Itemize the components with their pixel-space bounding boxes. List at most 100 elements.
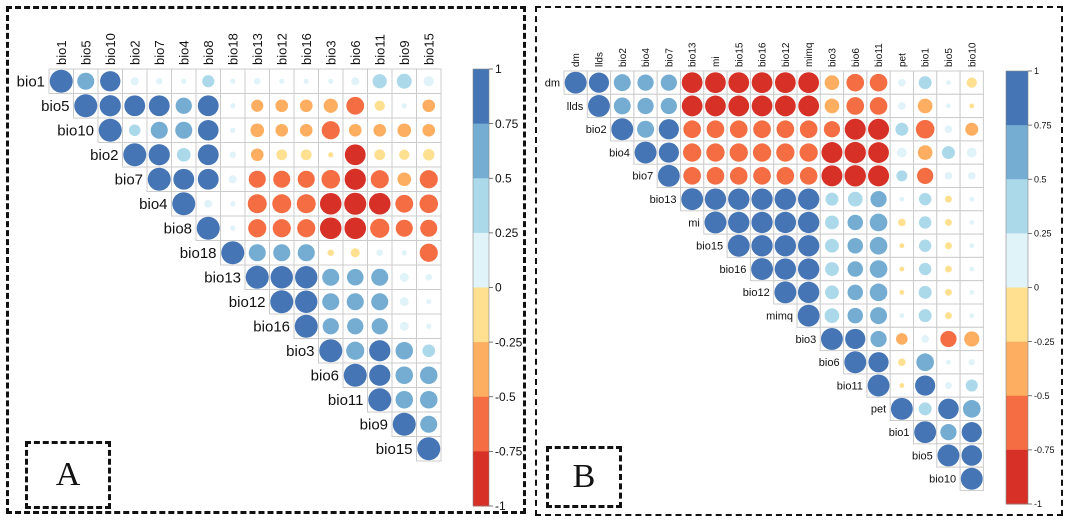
correlation-circle-bio13-bio15	[425, 273, 433, 281]
correlation-circle-bio15-mimq	[797, 235, 820, 257]
correlation-circle-bio5-bio3	[323, 98, 338, 113]
correlation-circle-bio1-bio11	[372, 74, 387, 89]
correlation-circle-bio15-bio15	[417, 437, 441, 461]
row-label: bio11	[837, 380, 863, 392]
legend-color-band	[473, 342, 489, 398]
correlation-circle-bio3-bio1	[921, 335, 929, 343]
correlation-circle-bio15-bio12	[774, 235, 797, 257]
correlation-circle-mi-bio15	[728, 211, 750, 234]
correlation-circle-bio1-bio1	[914, 421, 937, 444]
correlation-circle-bio5-bio12	[275, 99, 289, 113]
correlation-circle-bio16-bio11	[371, 318, 388, 335]
correlation-circle-bio2-bio13	[683, 120, 701, 139]
column-label: pet	[897, 53, 908, 67]
correlation-circle-bio13-bio3	[322, 268, 340, 286]
correlation-circle-bio2-bio5	[944, 125, 953, 134]
correlation-circle-bio6-bio9	[395, 366, 414, 385]
legend-color-band	[473, 178, 489, 234]
correlation-circle-bio5-bio5	[937, 444, 960, 467]
row-label: bio12	[229, 294, 266, 311]
correlation-circle-bio16-bio5	[944, 265, 952, 273]
correlation-circle-bio13-pet	[899, 196, 905, 202]
correlation-circle-bio5-bio2	[124, 95, 146, 117]
row-label: bio15	[376, 441, 413, 458]
correlation-circle-bio4-mi	[706, 143, 725, 162]
correlation-circle-bio2-bio1	[915, 119, 935, 139]
column-label: bio1	[921, 48, 932, 67]
legend-color-band	[473, 396, 489, 452]
correlation-circle-bio18-bio6	[350, 248, 360, 258]
row-label: bio4	[609, 147, 630, 159]
legend-color-band	[1006, 233, 1028, 288]
correlation-circle-bio12-pet	[899, 289, 905, 295]
correlation-circle-bio10-bio2	[128, 124, 141, 137]
correlation-circle-bio4-bio4	[634, 141, 657, 164]
correlation-circle-bio1-bio8	[202, 75, 215, 88]
correlation-circle-bio3-bio5	[940, 330, 957, 348]
correlation-circle-bio8-bio3	[319, 217, 342, 240]
row-label: bio16	[253, 319, 290, 336]
correlation-circle-bio7-bio18	[228, 175, 237, 184]
correlation-circle-bio3-bio11	[369, 340, 391, 362]
correlation-circle-bio4-bio8	[204, 199, 213, 208]
legend-color-band	[473, 69, 489, 125]
correlation-circle-bio6-bio10	[968, 359, 975, 366]
correlation-circle-bio13-bio11	[870, 191, 887, 208]
row-label: bio10	[929, 474, 956, 486]
column-label: bio18	[225, 33, 240, 65]
correlation-circle-bio5-bio15	[422, 99, 436, 113]
correlation-circle-mimq-bio1	[918, 309, 932, 323]
correlation-circle-llds-bio12	[774, 95, 796, 117]
correlation-circle-bio4-bio15	[729, 143, 748, 162]
correlation-circle-dm-bio3	[824, 75, 840, 90]
column-label: bio5	[944, 48, 955, 67]
correlation-circle-bio7-bio3	[321, 169, 341, 189]
legend-tick-label: 0.25	[495, 226, 519, 240]
correlation-circle-bio7-bio12	[776, 167, 795, 185]
column-label: bio3	[827, 48, 838, 67]
column-label: bio10	[103, 33, 118, 65]
correlation-circle-bio10-bio11	[373, 123, 387, 137]
correlation-circle-bio13-bio3	[825, 192, 839, 206]
column-label: bio4	[176, 40, 191, 65]
correlation-circle-bio4-bio16	[296, 194, 316, 214]
correlation-circle-dm-bio16	[751, 72, 773, 94]
correlation-circle-dm-dm	[564, 71, 587, 94]
correlation-circle-bio12-bio11	[869, 283, 888, 302]
correlation-circle-bio4-bio3	[821, 142, 843, 164]
correlation-circle-bio1-bio9	[396, 73, 412, 89]
legend-tick-label: -0.75	[1034, 445, 1055, 455]
correlation-circle-bio6-bio5	[946, 359, 951, 365]
legend-tick-label: 0.75	[495, 117, 519, 131]
correlation-circle-bio11-pet	[899, 383, 905, 388]
column-label: bio3	[323, 40, 338, 65]
correlation-circle-bio13-bio16	[751, 188, 773, 210]
legend-color-band	[1006, 395, 1028, 451]
row-label: bio6	[311, 368, 339, 385]
correlation-circle-bio18-bio18	[221, 241, 245, 265]
correlation-circle-bio10-bio16	[299, 123, 313, 137]
correlation-circle-bio12-bio10	[969, 289, 975, 295]
correlation-circle-bio6-bio1	[916, 353, 934, 372]
correlation-circle-bio6-bio15	[419, 366, 438, 385]
correlation-circle-bio7-bio11	[868, 165, 890, 187]
correlation-circle-bio7-bio9	[397, 172, 412, 187]
row-label: bio18	[180, 245, 217, 262]
correlation-circle-bio18-bio13	[248, 244, 266, 262]
column-label: bio6	[348, 40, 363, 65]
correlation-circle-bio2-bio16	[753, 120, 771, 139]
column-label: bio2	[127, 40, 142, 65]
correlation-circle-dm-bio1	[918, 76, 932, 90]
row-label: bio12	[743, 287, 770, 299]
column-label: bio12	[781, 42, 792, 67]
column-label: bio6	[851, 48, 862, 67]
column-label: bio13	[688, 42, 699, 67]
legend-tick-label: 1	[1034, 66, 1039, 76]
column-label: bio12	[274, 33, 289, 65]
legend-tick-label: -1	[1034, 499, 1042, 509]
correlation-circle-bio4-bio16	[752, 143, 772, 162]
correlation-circle-bio13-bio13	[245, 265, 269, 289]
correlation-circle-llds-bio16	[751, 95, 773, 117]
correlation-circle-llds-mimq	[798, 95, 820, 117]
correlation-circle-bio5-bio10	[99, 95, 121, 117]
